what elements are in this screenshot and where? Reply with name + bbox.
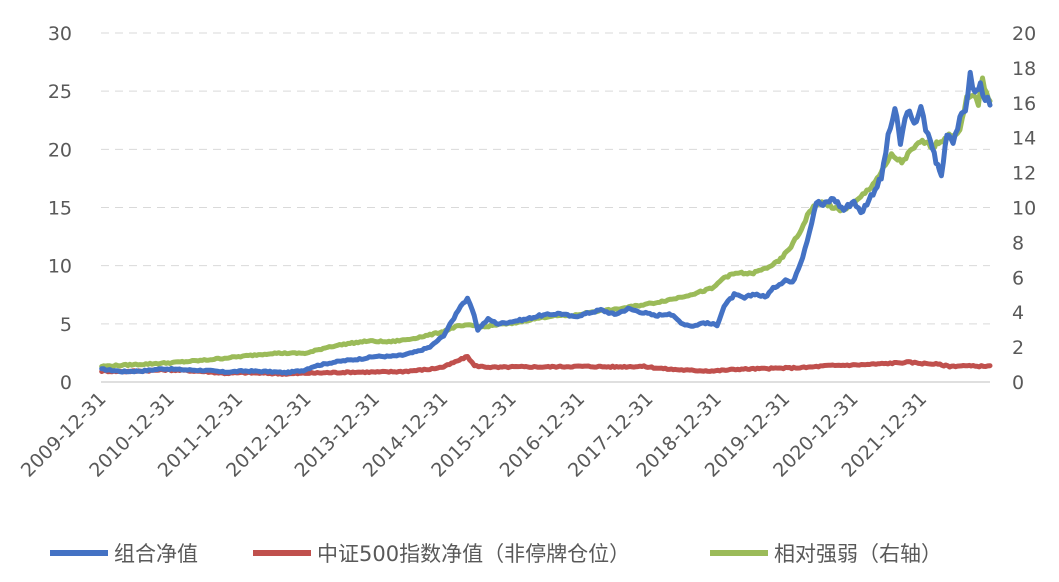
right-tick-label: 18 — [1012, 58, 1036, 80]
series-line — [99, 69, 993, 376]
legend-label: 组合净值 — [114, 542, 198, 566]
series-line — [99, 75, 993, 369]
legend-label: 中证500指数净值（非停牌仓位） — [317, 542, 630, 566]
legend: 组合净值 中证500指数净值（非停牌仓位） 相对强弱（右轴） — [50, 542, 942, 566]
series-lines — [99, 69, 993, 377]
right-tick-label: 10 — [1012, 198, 1036, 220]
x-axis: 2009-12-312010-12-312011-12-312012-12-31… — [17, 388, 931, 482]
right-tick-label: 8 — [1012, 232, 1024, 254]
left-tick-label: 20 — [48, 139, 72, 161]
legend-item: 相对强弱（右轴） — [710, 542, 942, 566]
right-tick-label: 0 — [1012, 372, 1024, 394]
left-tick-label: 25 — [48, 81, 72, 103]
left-tick-label: 10 — [48, 256, 72, 278]
right-tick-label: 4 — [1012, 302, 1024, 324]
right-tick-label: 12 — [1012, 163, 1036, 185]
left-tick-label: 15 — [48, 198, 72, 220]
right-tick-label: 20 — [1012, 23, 1036, 45]
gridlines — [101, 32, 990, 383]
right-tick-label: 14 — [1012, 128, 1036, 150]
legend-item: 中证500指数净值（非停牌仓位） — [253, 542, 630, 566]
left-tick-label: 30 — [48, 23, 72, 45]
right-y-axis: 0 2 4 6 8 10 12 14 16 18 20 — [1012, 23, 1036, 394]
left-y-axis: 0 5 10 15 20 25 30 — [48, 23, 72, 394]
right-tick-label: 2 — [1012, 337, 1024, 359]
left-tick-label: 5 — [60, 314, 72, 336]
left-tick-label: 0 — [60, 372, 72, 394]
right-tick-label: 6 — [1012, 267, 1024, 289]
legend-label: 相对强弱（右轴） — [774, 542, 942, 566]
right-tick-label: 16 — [1012, 93, 1036, 115]
legend-item: 组合净值 — [50, 542, 198, 566]
